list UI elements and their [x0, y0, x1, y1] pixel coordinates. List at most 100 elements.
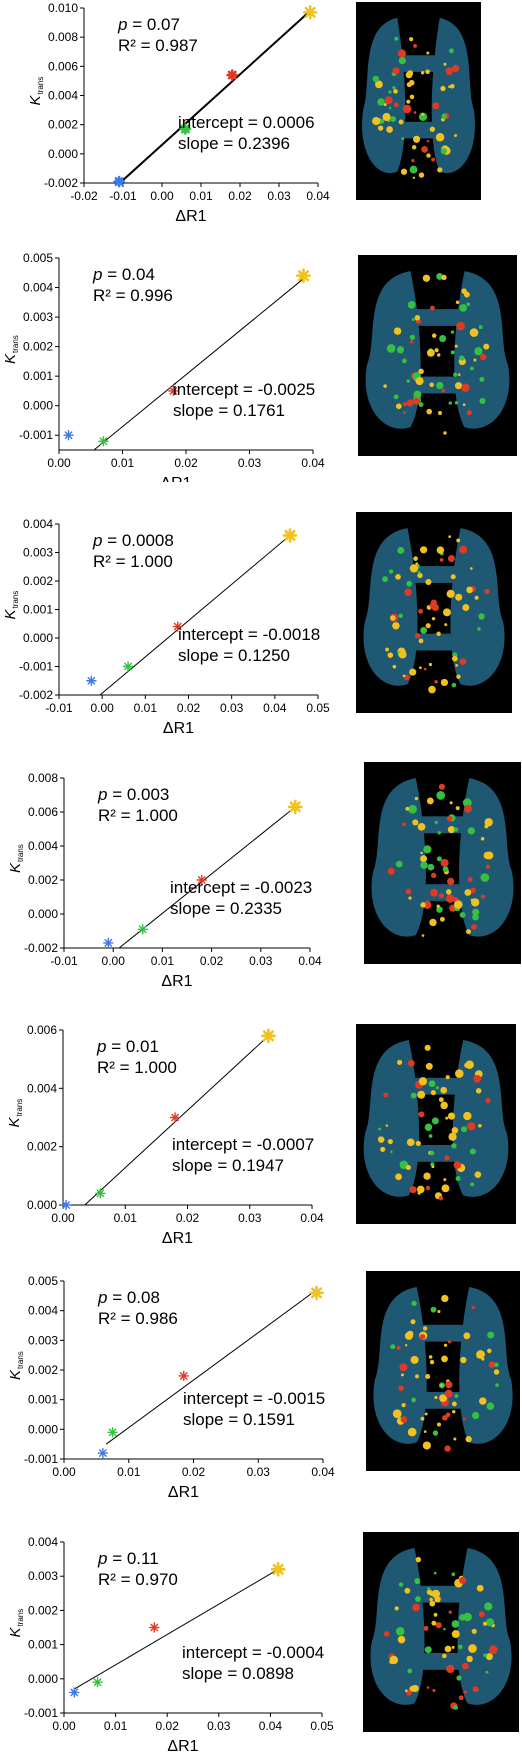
- x-tick-label: 0.00: [90, 701, 114, 715]
- y-tick-label: 0.010: [48, 1, 78, 15]
- y-tick-label: 0.008: [48, 30, 78, 44]
- data-point-green: [95, 1188, 106, 1199]
- x-tick-label: 0.01: [111, 456, 135, 470]
- regression-line: [122, 10, 311, 181]
- intercept-label: intercept = -0.0025: [173, 380, 315, 399]
- y-tick-label: 0.003: [28, 1333, 58, 1347]
- y-tick-label: 0.000: [23, 631, 53, 645]
- data-point-red: [172, 621, 183, 632]
- data-point-red: [226, 69, 238, 81]
- slope-label: slope = 0.1250: [178, 646, 290, 665]
- x-tick-label: 0.02: [174, 456, 198, 470]
- y-axis-label-subscript: trans: [16, 1609, 25, 1627]
- y-tick-label: 0.000: [27, 1198, 57, 1212]
- intercept-label: intercept = -0.0004: [182, 1643, 324, 1662]
- x-tick-label: 0.01: [189, 189, 213, 203]
- slope-label: slope = 0.2335: [170, 899, 282, 918]
- x-tick-label: 0.01: [151, 954, 175, 968]
- y-tick-label: 0.008: [28, 771, 58, 785]
- data-point-blue: [69, 1687, 80, 1698]
- y-tick-label: 0.002: [28, 1363, 58, 1377]
- brain-map-image: [356, 2, 481, 200]
- intercept-label: intercept = -0.0018: [178, 625, 320, 644]
- brain-map-image: [366, 1271, 520, 1471]
- intercept-label: intercept = -0.0015: [183, 1389, 325, 1408]
- r-squared-label: R² = 1.000: [98, 806, 178, 825]
- intercept-label: intercept = -0.0023: [170, 878, 312, 897]
- brain-map-image: [364, 762, 521, 964]
- x-tick-label: 0.04: [259, 1719, 283, 1733]
- y-tick-label: 0.002: [28, 1603, 58, 1617]
- y-tick-label: 0.005: [28, 1274, 58, 1288]
- x-tick-label: 0.00: [102, 954, 126, 968]
- data-point-red: [168, 385, 179, 397]
- x-tick-label: 0.00: [51, 1211, 75, 1225]
- p-value-label: p = 0.0008: [92, 531, 174, 550]
- data-point-green: [98, 435, 109, 447]
- x-axis-label: ΔR1: [160, 475, 191, 482]
- p-value: = 0.11: [107, 1549, 158, 1568]
- y-tick-label: 0.000: [28, 1422, 58, 1436]
- y-tick-label: 0.001: [23, 603, 53, 617]
- data-point-yellow: [287, 799, 303, 815]
- chart-panel-4: -0.01 0.00 0.01 0.02 0.03 0.04 -0.002 0.000 0.00…: [7, 762, 521, 990]
- x-tick-label: 0.02: [177, 701, 201, 715]
- r-squared-label: R² = 1.000: [97, 1058, 177, 1077]
- regression-line: [74, 1568, 279, 1690]
- data-point-yellow: [309, 1285, 324, 1301]
- y-tick-label: 0.000: [48, 147, 78, 161]
- x-axis-label: ΔR1: [163, 720, 194, 737]
- y-axis-label-subscript: trans: [16, 1351, 25, 1369]
- data-point-green: [107, 1427, 118, 1438]
- x-tick-label: 0.03: [207, 1719, 231, 1733]
- data-point-red: [169, 1112, 181, 1123]
- y-tick-label: 0.004: [23, 281, 53, 295]
- y-tick-label: -0.001: [24, 1706, 58, 1720]
- p-value-label: p = 0.07: [117, 15, 180, 34]
- x-tick-label: 0.04: [300, 1211, 324, 1225]
- x-tick-label: 0.05: [310, 1719, 334, 1733]
- p-value: = 0.04: [102, 265, 154, 284]
- x-tick-label: 0.01: [114, 1211, 138, 1225]
- y-tick-label: 0.002: [23, 574, 53, 588]
- x-tick-label: 0.04: [311, 1465, 335, 1479]
- y-tick-label: 0.004: [28, 839, 58, 853]
- r-squared-label: R² = 0.986: [98, 1309, 178, 1328]
- p-value-label: p = 0.003: [97, 785, 169, 804]
- y-axis-label-main: K: [2, 609, 19, 620]
- data-point-yellow: [270, 1562, 286, 1577]
- p-value-label: p = 0.04: [92, 265, 155, 284]
- y-tick-label: 0.004: [27, 1081, 57, 1095]
- x-tick-label: 0.04: [306, 189, 330, 203]
- x-axis-label: ΔR1: [167, 1738, 198, 1755]
- x-tick-label: 0.01: [117, 1465, 141, 1479]
- p-value: = 0.003: [107, 785, 169, 804]
- x-tick-label: 0.00: [150, 189, 174, 203]
- y-tick-label: 0.004: [23, 517, 53, 531]
- y-tick-label: 0.005: [23, 251, 53, 265]
- p-symbol: p: [97, 1288, 107, 1307]
- y-tick-label: 0.006: [27, 1023, 57, 1037]
- x-tick-label: 0.03: [238, 1211, 262, 1225]
- p-value-label: p = 0.08: [97, 1288, 160, 1307]
- x-tick-label: 0.04: [263, 701, 287, 715]
- y-tick-label: 0.001: [23, 369, 53, 383]
- y-tick-label: 0.004: [48, 89, 78, 103]
- r-squared-label: R² = 0.987: [118, 36, 198, 55]
- data-point-red: [196, 874, 207, 886]
- y-axis-label-main: K: [6, 1117, 23, 1128]
- y-tick-label: 0.002: [28, 873, 58, 887]
- data-point-green: [179, 123, 192, 135]
- chart-panel-3: -0.01 0.00 0.01 0.02 0.03 0.04 0.05 -0.002 -0.00…: [2, 512, 512, 737]
- r-squared-label: R² = 0.996: [93, 286, 173, 305]
- y-tick-label: 0.002: [48, 118, 78, 132]
- y-tick-label: 0.001: [28, 1393, 58, 1407]
- p-symbol: p: [97, 1549, 107, 1568]
- y-tick-label: 0.000: [28, 1672, 58, 1686]
- x-tick-label: 0.03: [220, 701, 244, 715]
- x-tick-label: 0.02: [156, 1719, 180, 1733]
